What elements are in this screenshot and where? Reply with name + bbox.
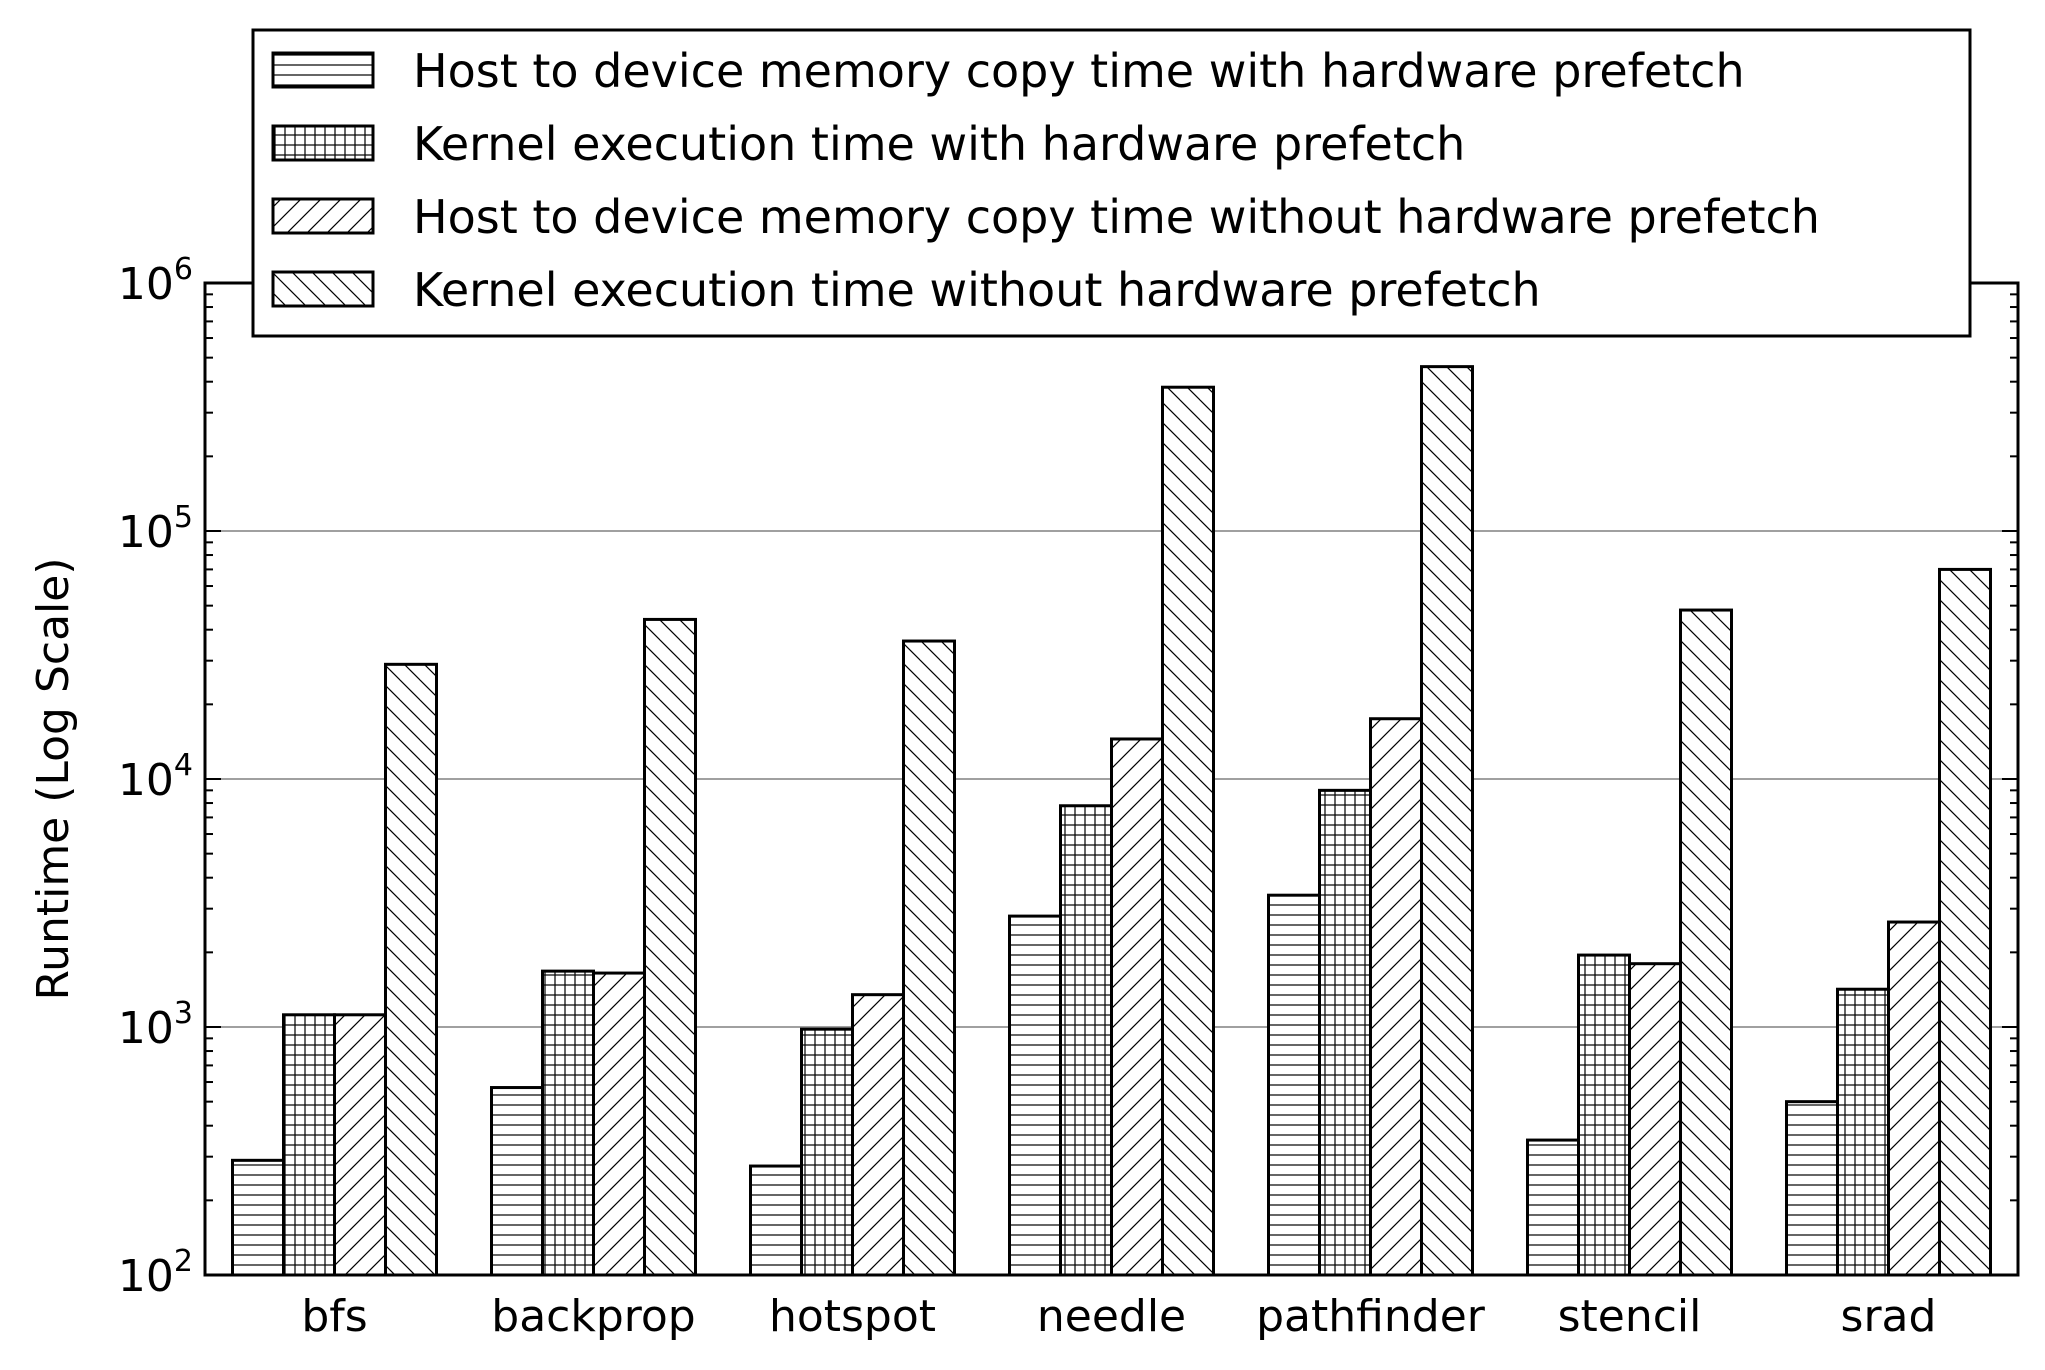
bar-backprop-series-2 [541, 969, 595, 1277]
bar-srad-series-1 [1785, 1100, 1839, 1277]
x-tick-label: needle [1037, 1291, 1186, 1342]
bar-pathfinder-series-2 [1318, 788, 1372, 1277]
legend-swatch-series-2 [271, 124, 375, 162]
bar-bfs-series-4 [384, 662, 438, 1277]
x-tick-label: pathfinder [1256, 1291, 1486, 1342]
bar-stencil-series-2 [1577, 953, 1631, 1277]
x-tick-label: srad [1841, 1291, 1937, 1342]
bar-backprop-series-3 [592, 971, 646, 1277]
x-tick-labels: bfs backprop hotspot needle pathfinder stenci… [301, 1291, 1936, 1342]
bar-stencil-series-3 [1628, 962, 1682, 1277]
bar-bfs-series-1 [231, 1158, 285, 1277]
bars [231, 365, 1992, 1277]
y-tick-label: 102 [118, 1244, 193, 1302]
bar-pathfinder-series-4 [1420, 365, 1474, 1277]
legend-swatch-series-4 [271, 270, 375, 308]
legend-label-series-3: Host to device memory copy time without … [413, 190, 1820, 244]
x-tick-label: hotspot [769, 1291, 936, 1342]
axis-ticks [205, 293, 2018, 1276]
bar-hotspot-series-4 [902, 639, 956, 1277]
legend-label-series-2: Kernel execution time with hardware pref… [413, 117, 1465, 171]
bar-stencil-series-4 [1679, 608, 1733, 1277]
y-tick-label: 104 [118, 748, 193, 806]
bar-needle-series-4 [1161, 385, 1215, 1277]
x-tick-label: backprop [491, 1291, 695, 1342]
y-tick-labels: 102 103 104 105 106 [118, 252, 193, 1302]
bar-backprop-series-1 [490, 1086, 544, 1277]
y-tick-label: 105 [118, 500, 193, 558]
y-tick-label: 106 [118, 252, 193, 310]
legend-swatch-series-1 [271, 51, 375, 89]
x-tick-label: bfs [301, 1291, 367, 1342]
legend: Host to device memory copy time with har… [251, 28, 1972, 338]
bar-needle-series-3 [1110, 737, 1164, 1277]
legend-swatch-series-3 [271, 197, 375, 235]
bar-backprop-series-4 [643, 617, 697, 1277]
legend-label-series-4: Kernel execution time without hardware p… [413, 263, 1541, 317]
bar-needle-series-2 [1059, 804, 1113, 1277]
bar-hotspot-series-2 [800, 1027, 854, 1277]
x-tick-label: stencil [1558, 1291, 1702, 1342]
bar-needle-series-1 [1008, 914, 1062, 1277]
bar-stencil-series-1 [1526, 1138, 1580, 1277]
bar-srad-series-4 [1938, 567, 1992, 1277]
bar-hotspot-series-3 [851, 993, 905, 1277]
legend-box [251, 28, 1972, 338]
bar-hotspot-series-1 [749, 1164, 803, 1277]
bar-bfs-series-3 [333, 1013, 387, 1277]
bar-bfs-series-2 [282, 1013, 336, 1277]
bar-pathfinder-series-1 [1267, 893, 1321, 1277]
y-axis-label: Runtime (Log Scale) [28, 557, 79, 1000]
bar-srad-series-3 [1887, 920, 1941, 1277]
bar-pathfinder-series-3 [1369, 717, 1423, 1277]
legend-label-series-1: Host to device memory copy time with har… [413, 44, 1745, 98]
y-tick-label: 103 [118, 996, 193, 1054]
bar-srad-series-2 [1836, 987, 1890, 1277]
